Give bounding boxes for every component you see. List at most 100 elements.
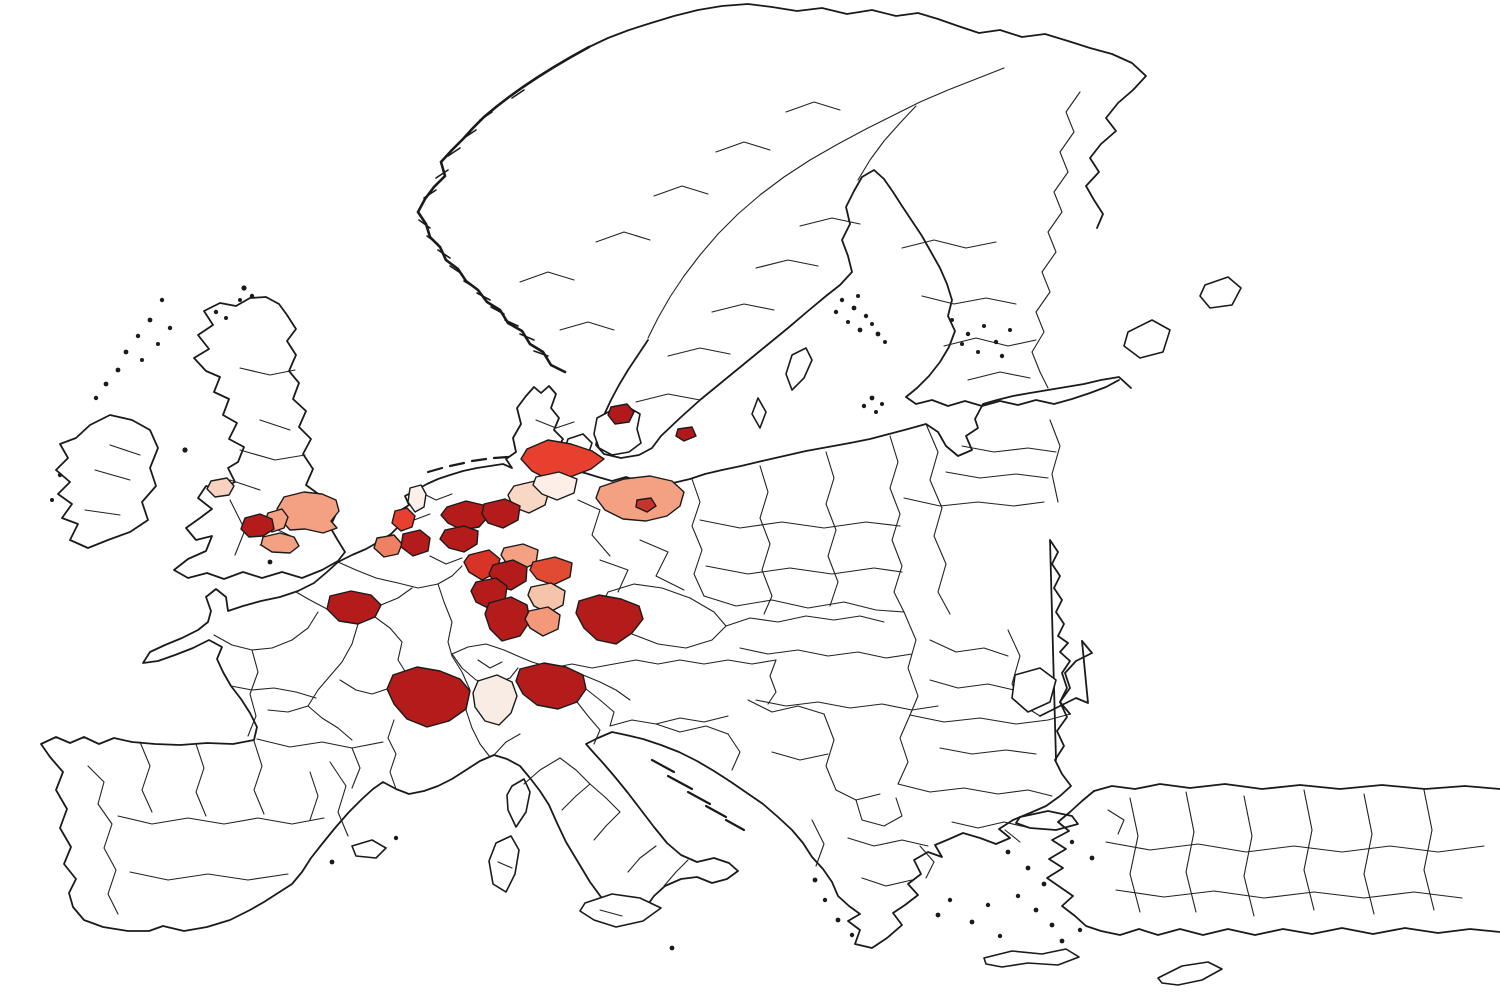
region-east-of-england[interactable] [276,491,340,534]
region-border-line [847,837,929,847]
region-border-line [259,419,291,431]
region-border-line [785,101,841,113]
region-border-line [585,688,615,727]
small-island-dot [238,298,242,302]
small-island-dot [93,395,99,401]
region-karlsruhe-stuttgart[interactable] [484,596,531,642]
region-hannover-east[interactable] [532,471,578,501]
region-copenhagen[interactable] [607,403,635,425]
region-greater-manchester[interactable] [206,477,235,498]
region-piedmont[interactable] [472,674,518,726]
coastline-blacksea-greece-italy-iberia [40,561,1093,949]
region-brabant-antwerp[interactable] [400,529,431,557]
region-border-line [889,435,905,613]
border-oder [691,478,705,597]
region-bornholm[interactable] [675,426,697,442]
island-corsica [506,778,531,828]
coastline-norway-fjords [416,45,591,374]
small-island-dot [874,410,878,414]
small-island-dot [1089,855,1095,861]
coastline-med-atlantic [1049,539,1071,761]
region-ile-de-france[interactable] [326,590,382,625]
region-border-line [329,761,349,837]
small-island-dot [935,912,941,918]
region-border-line [523,757,561,785]
region-border-line [825,451,839,607]
region-border-line [492,455,510,460]
region-unterfranken[interactable] [527,582,566,614]
small-island-dot [839,297,845,303]
region-border-line [747,699,825,715]
region-south-east-england[interactable] [260,532,300,554]
region-rhone-alpes[interactable] [386,666,471,728]
region-border-line [593,811,621,841]
region-border-line [435,169,449,179]
small-island-dot [822,897,828,903]
small-island-dot [159,297,165,303]
small-island-dot [875,331,881,337]
region-border-line [490,306,505,315]
small-island-dot [135,333,141,339]
border-austria-north [531,659,777,669]
region-border-line [1105,841,1485,853]
region-border-line [307,623,359,707]
small-island-dot [965,331,971,337]
region-bavaria-east[interactable] [575,594,644,645]
lake-onega [1199,276,1242,309]
gallipoli-line [1004,829,1021,843]
region-arnsberg[interactable] [481,498,521,529]
region-border-line [351,747,361,789]
region-berlin[interactable] [635,497,657,513]
croatian-island-slashes [650,758,746,832]
coastline-turkey-north [1093,783,1500,792]
frisian-islands [426,455,510,474]
region-border-line [686,790,712,806]
small-island-dot [1049,922,1055,928]
region-border-line [666,774,694,791]
region-mittelfranken[interactable] [524,606,561,637]
region-border-line [653,185,709,197]
border-finland-russia [1031,91,1081,389]
small-island-dot [985,902,991,908]
small-island-dot [835,917,841,923]
region-border-line [109,444,141,456]
small-island-dot [947,897,953,903]
region-muenster[interactable] [440,500,489,531]
region-border-line [470,457,488,463]
coastline-baltic-inner [595,169,1120,459]
region-border-line [582,674,631,701]
region-border-line [519,271,575,283]
region-border-line [559,321,615,331]
region-border-line [247,649,259,737]
small-island-dot [140,358,144,362]
border-norway-sweden [647,67,1005,339]
region-flanders[interactable] [373,534,403,558]
region-border-line [374,616,409,677]
coastline-marmara [1015,810,1079,831]
region-border-line [835,789,881,801]
region-thueringen-west[interactable] [529,556,573,586]
region-lombardy[interactable] [515,662,587,710]
region-schleswig-holstein[interactable] [520,439,605,481]
basemap-layer [40,3,1500,986]
region-west-midlands[interactable] [240,513,275,538]
small-island-dot [999,353,1005,359]
small-island-dot [393,835,399,841]
region-border-line [595,231,651,243]
fjord-ticks [418,89,549,357]
small-island-dot [249,293,255,299]
region-border-line [576,701,601,745]
region-zuid-holland[interactable] [391,507,416,532]
small-island-dot [1005,849,1011,855]
region-border-line [423,189,437,199]
small-island-dot [969,919,975,925]
region-brandenburg[interactable] [595,475,685,522]
small-island-dot [849,932,855,938]
region-koeln[interactable] [439,525,479,553]
region-noord-holland[interactable] [407,484,427,513]
region-border-line [437,249,451,259]
region-border-line [655,723,729,735]
region-border-line [755,699,939,711]
region-border-line [711,303,775,313]
region-border-line [699,519,901,529]
